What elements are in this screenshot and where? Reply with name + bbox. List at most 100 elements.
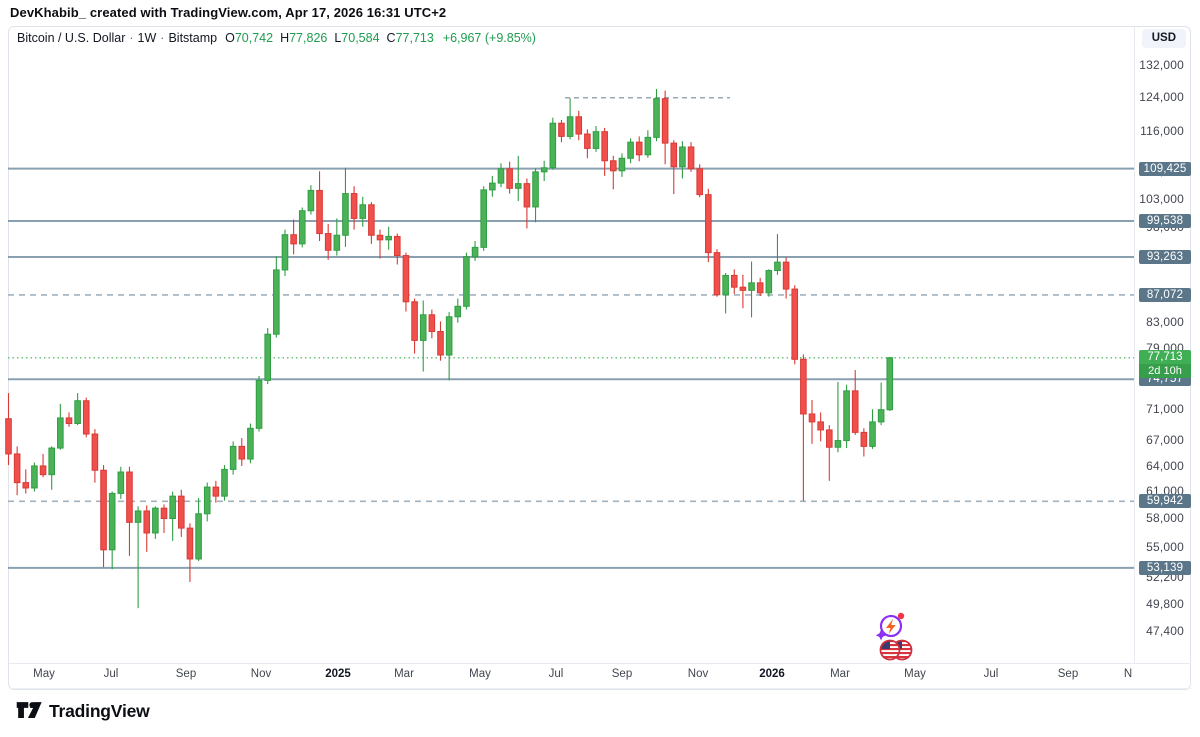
price-axis-separator xyxy=(1134,27,1135,663)
candle-body-up xyxy=(774,261,781,272)
candle-body-up xyxy=(419,314,427,341)
currency-toggle-button[interactable]: USD xyxy=(1141,29,1186,48)
candle-body-down xyxy=(851,390,859,433)
candle-body-up xyxy=(497,168,505,184)
candle-body-down xyxy=(324,233,332,251)
candle-body-up xyxy=(843,390,850,442)
candle-body-down xyxy=(82,400,90,435)
candle-body-down xyxy=(826,429,833,448)
legend-separator2: · xyxy=(160,31,165,45)
candle-body-down xyxy=(402,255,410,303)
candle-body-up xyxy=(627,141,634,159)
candle-body-up xyxy=(748,282,755,291)
candle-body-down xyxy=(5,418,12,455)
candle-body-down xyxy=(670,142,678,168)
candle-body-up xyxy=(722,274,729,296)
tradingview-logo-icon xyxy=(16,702,42,718)
close-value: 77,713 xyxy=(395,31,434,45)
exchange-label[interactable]: Bitstamp xyxy=(168,31,218,45)
candle-body-up xyxy=(342,193,349,236)
us-flag-event-icon[interactable] xyxy=(879,639,913,661)
symbol-legend[interactable]: Bitcoin / U.S. Dollar · 1W · Bitstamp O70,742… xyxy=(17,31,536,45)
candle-body-down xyxy=(437,330,444,356)
low-label: L xyxy=(334,31,342,45)
candle-body-down xyxy=(730,274,738,288)
tradingview-logo[interactable]: TradingView xyxy=(16,699,150,724)
candle-body-up xyxy=(255,379,263,429)
candle-body-down xyxy=(376,234,384,241)
candle-body-down xyxy=(350,193,358,219)
candle-body-down xyxy=(100,469,107,551)
candle-body-up xyxy=(877,409,885,423)
candle-body-up xyxy=(152,507,159,534)
candle-body-up xyxy=(566,116,574,137)
candle-body-up xyxy=(385,235,392,241)
candle-body-down xyxy=(635,141,643,156)
legend-separator: · xyxy=(129,31,134,45)
interval-label[interactable]: 1W xyxy=(137,31,157,45)
candle-body-up xyxy=(169,495,176,520)
candle-body-down xyxy=(126,471,133,523)
candle-body-down xyxy=(705,194,712,254)
candle-body-up xyxy=(549,122,557,169)
candle-body-down xyxy=(713,252,721,296)
open-label: O xyxy=(225,31,235,45)
candle-body-up xyxy=(333,234,341,251)
low-value: 70,584 xyxy=(341,31,380,45)
candle-body-down xyxy=(143,510,151,534)
candle-body-up xyxy=(454,305,462,318)
candle-body-up xyxy=(195,513,202,560)
candle-body-up xyxy=(480,189,487,248)
candle-body-up xyxy=(281,234,289,271)
candle-body-up xyxy=(869,421,876,447)
ohlc-values: O70,742 H77,826 L70,584 C77,713 +6,967 (+9.8… xyxy=(225,31,536,45)
candle-body-up xyxy=(57,417,64,449)
candle-body-up xyxy=(31,465,38,489)
open-value: 70,742 xyxy=(234,31,274,45)
candle-body-up xyxy=(463,256,470,307)
candle-body-up xyxy=(203,486,211,515)
candle-body-up xyxy=(514,183,522,189)
high-label: H xyxy=(280,31,290,45)
candle-body-down xyxy=(584,133,591,149)
candle-body-up xyxy=(540,167,548,173)
candle-body-up xyxy=(74,400,81,424)
candle-body-up xyxy=(618,157,626,172)
candle-body-down xyxy=(22,482,30,489)
candle-body-down xyxy=(316,189,323,235)
candle-body-up xyxy=(834,440,842,448)
candle-body-up xyxy=(644,136,652,156)
candle-body-down xyxy=(212,486,220,497)
candle-body-down xyxy=(290,234,297,245)
volatility-event-icon[interactable] xyxy=(875,612,905,641)
candle-body-up xyxy=(471,246,479,258)
symbol-title[interactable]: Bitcoin / U.S. Dollar xyxy=(17,31,126,45)
candle-body-up xyxy=(765,270,773,294)
candle-body-up xyxy=(489,182,496,191)
candle-body-down xyxy=(610,160,617,172)
candle-body-down xyxy=(13,453,21,484)
candle-body-up xyxy=(532,171,539,208)
candle-body-down xyxy=(523,183,531,208)
high-value: 77,826 xyxy=(289,31,328,45)
candle-body-up xyxy=(48,447,56,476)
candle-body-down xyxy=(575,116,583,135)
candle-body-up xyxy=(221,468,228,497)
candle-body-down xyxy=(186,527,194,560)
candle-body-up xyxy=(679,146,686,168)
candle-body-down xyxy=(411,301,418,341)
candle-body-down xyxy=(817,421,824,431)
change-value: +6,967 (+9.85%) xyxy=(442,31,536,45)
candle-body-down xyxy=(696,168,704,196)
candle-body-up xyxy=(229,445,237,470)
candle-body-up xyxy=(298,210,306,245)
candle-body-up xyxy=(134,510,142,523)
candle-body-down xyxy=(756,282,764,294)
candle-body-down xyxy=(601,131,608,162)
candle-body-down xyxy=(65,417,73,424)
candle-body-up xyxy=(273,269,280,335)
candle-body-up xyxy=(264,333,271,381)
candle-body-down xyxy=(860,431,868,447)
